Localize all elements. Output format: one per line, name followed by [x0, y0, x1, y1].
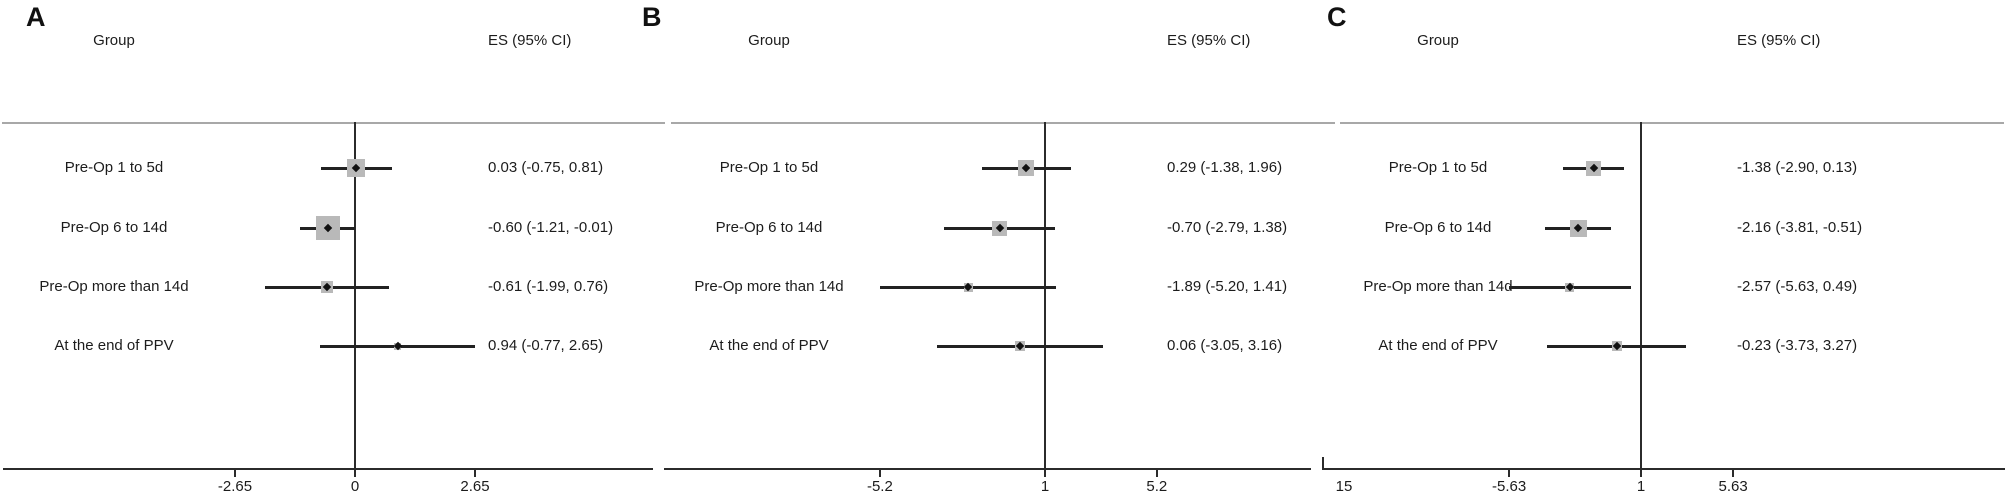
es-value-label: -0.60 (-1.21, -0.01) — [488, 219, 614, 236]
axis-tick — [1732, 468, 1735, 477]
es-value-label: -0.70 (-2.79, 1.38) — [1167, 219, 1288, 236]
es-column-header: ES (95% CI) — [1737, 32, 1821, 49]
top-separator-line — [671, 122, 1335, 124]
zero-reference-line — [354, 122, 356, 473]
axis-tick — [1508, 468, 1511, 477]
es-value-label: -2.16 (-3.81, -0.51) — [1737, 219, 1863, 236]
es-value-label: -1.89 (-5.20, 1.41) — [1167, 278, 1288, 295]
row-label: Pre-Op 6 to 14d — [60, 219, 168, 236]
es-value-label: -2.57 (-5.63, 0.49) — [1737, 278, 1858, 295]
axis-tick-label: 1 — [1040, 478, 1050, 495]
es-value-label: 0.06 (-3.05, 3.16) — [1167, 337, 1283, 354]
row-label: Pre-Op 1 to 5d — [1388, 159, 1488, 176]
group-column-header: Group — [748, 32, 790, 49]
es-value-label: 0.29 (-1.38, 1.96) — [1167, 159, 1283, 176]
axis-tick — [878, 468, 881, 477]
axis-tick-label: 0 — [350, 478, 360, 495]
axis-tick-label: -5.2 — [866, 478, 893, 495]
es-column-header: ES (95% CI) — [488, 32, 572, 49]
group-column-header: Group — [1417, 32, 1459, 49]
panel-letter: A — [26, 2, 46, 32]
axis-tick-label: 1 — [1636, 478, 1646, 495]
es-value-label: 0.94 (-0.77, 2.65) — [488, 337, 604, 354]
row-label: At the end of PPV — [709, 337, 829, 354]
row-label: Pre-Op 1 to 5d — [719, 159, 819, 176]
row-label: Pre-Op 6 to 14d — [715, 219, 823, 236]
row-label: Pre-Op more than 14d — [1363, 278, 1513, 295]
axis-tick — [473, 468, 476, 477]
row-label: Pre-Op more than 14d — [694, 278, 844, 295]
axis-edge-label: 15 — [1335, 478, 1353, 495]
x-axis-line — [1322, 468, 2005, 470]
row-label: At the end of PPV — [1378, 337, 1498, 354]
row-label: Pre-Op more than 14d — [39, 278, 189, 295]
row-label: At the end of PPV — [54, 337, 174, 354]
zero-reference-line — [1044, 122, 1046, 473]
axis-tick — [234, 468, 236, 477]
axis-tick-label: 5.2 — [1146, 478, 1168, 495]
x-axis-line — [664, 468, 1311, 470]
group-column-header: Group — [93, 32, 135, 49]
x-axis-line — [3, 468, 653, 470]
es-column-header: ES (95% CI) — [1167, 32, 1251, 49]
axis-left-cap — [1322, 457, 1324, 470]
es-value-label: -0.61 (-1.99, 0.76) — [488, 278, 609, 295]
row-label: Pre-Op 1 to 5d — [64, 159, 164, 176]
row-label: Pre-Op 6 to 14d — [1384, 219, 1492, 236]
es-value-label: 0.03 (-0.75, 0.81) — [488, 159, 604, 176]
axis-tick — [1044, 468, 1046, 477]
top-separator-line — [1340, 122, 2004, 124]
axis-tick-label: 5.63 — [1718, 478, 1748, 495]
axis-tick-label: -5.63 — [1492, 478, 1527, 495]
axis-tick — [1155, 468, 1158, 477]
axis-tick-label: -2.65 — [217, 478, 253, 495]
zero-reference-line — [1640, 122, 1642, 473]
es-value-label: -1.38 (-2.90, 0.13) — [1737, 159, 1858, 176]
top-separator-line — [2, 122, 665, 124]
es-value-label: -0.23 (-3.73, 3.27) — [1737, 337, 1858, 354]
axis-tick — [354, 468, 356, 477]
axis-tick — [1640, 468, 1642, 477]
axis-tick-label: 2.65 — [460, 478, 490, 495]
panel-letter: C — [1327, 2, 1347, 32]
panel-letter: B — [642, 2, 662, 32]
